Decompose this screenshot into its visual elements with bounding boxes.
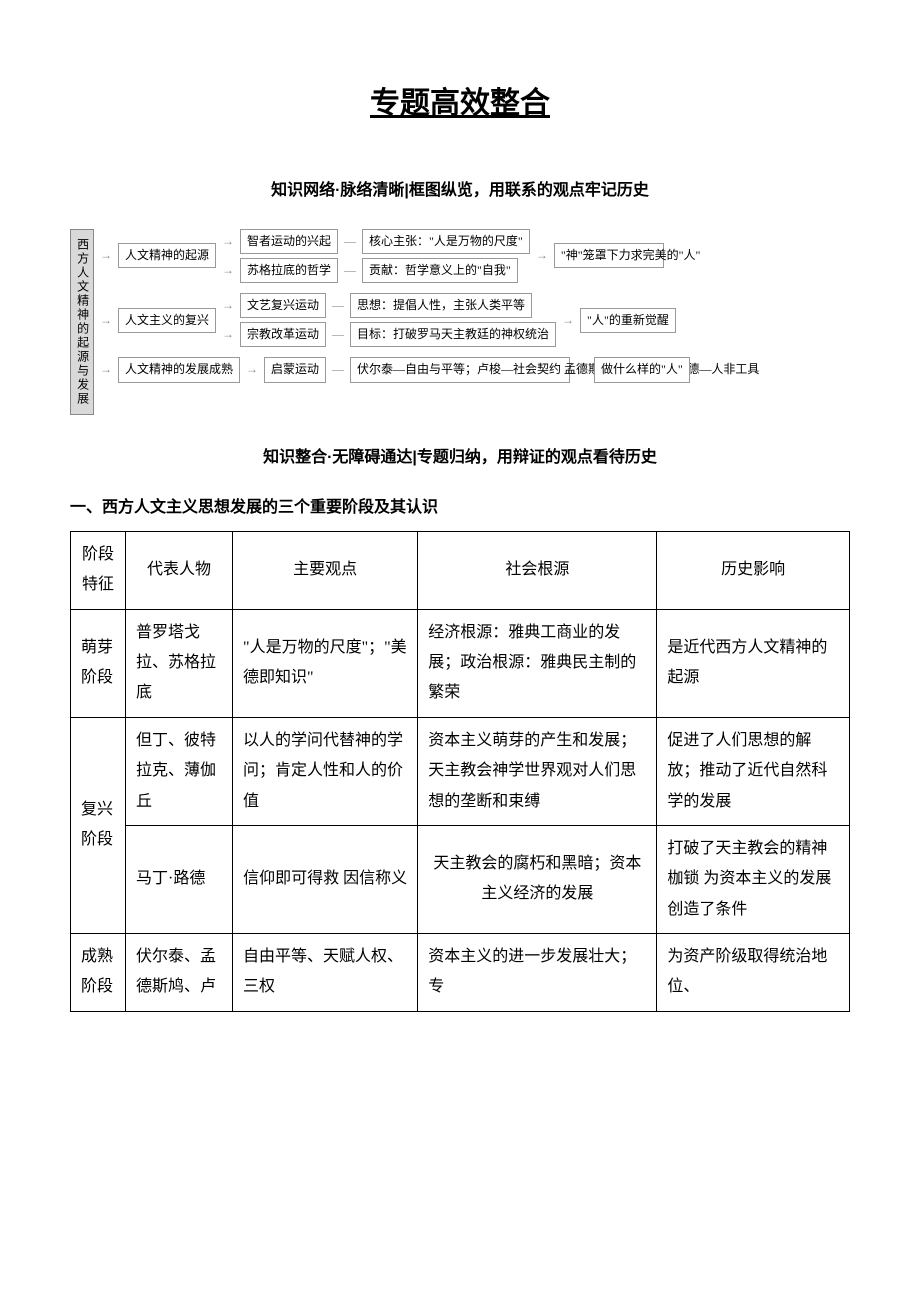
branch-label: 人文精神的发展成熟 bbox=[118, 357, 240, 382]
arrow-icon: — bbox=[332, 296, 344, 315]
branch-label: 人文精神的起源 bbox=[118, 243, 216, 268]
desc-label: 目标：打破罗马天主教廷的神权统治 bbox=[350, 322, 556, 347]
cell-impact: 打破了天主教会的精神枷锁 为资本主义的发展创造了条件 bbox=[657, 825, 850, 933]
right-label: "人"的重新觉醒 bbox=[580, 308, 676, 333]
branch-label: 人文主义的复兴 bbox=[118, 308, 216, 333]
cell-impact: 是近代西方人文精神的起源 bbox=[657, 609, 850, 717]
diagram-row: → 人文精神的起源 → 智者运动的兴起 — 核心主张："人是万物的尺度" → 苏… bbox=[100, 229, 850, 283]
mid-label: 启蒙运动 bbox=[264, 357, 326, 382]
mid-label: 宗教改革运动 bbox=[240, 322, 326, 347]
cell-roots: 资本主义的进一步发展壮大；专 bbox=[418, 934, 657, 1012]
cell-stage: 成熟阶段 bbox=[71, 934, 126, 1012]
table-row: 萌芽阶段 普罗塔戈拉、苏格拉底 "人是万物的尺度"；"美德即知识" 经济根源：雅… bbox=[71, 609, 850, 717]
table-header-row: 阶段特征 代表人物 主要观点 社会根源 历史影响 bbox=[71, 531, 850, 609]
arrow-icon: → bbox=[222, 261, 234, 280]
arrow-icon: — bbox=[332, 360, 344, 379]
table-row: 马丁·路德 信仰即可得救 因信称义 天主教会的腐朽和黑暗；资本主义经济的发展 打… bbox=[71, 825, 850, 933]
arrow-icon: → bbox=[562, 311, 574, 330]
cell-impact: 为资产阶级取得统治地位、 bbox=[657, 934, 850, 1012]
arrow-icon: → bbox=[246, 360, 258, 379]
cell-stage: 复兴阶段 bbox=[71, 717, 126, 933]
arrow-icon: → bbox=[222, 232, 234, 251]
arrow-icon: → bbox=[100, 360, 112, 379]
col-header: 历史影响 bbox=[657, 531, 850, 609]
stages-table: 阶段特征 代表人物 主要观点 社会根源 历史影响 萌芽阶段 普罗塔戈拉、苏格拉底… bbox=[70, 531, 850, 1012]
arrow-icon: — bbox=[344, 232, 356, 251]
cell-roots: 经济根源：雅典工商业的发展；政治根源：雅典民主制的繁荣 bbox=[418, 609, 657, 717]
cell-stage: 萌芽阶段 bbox=[71, 609, 126, 717]
arrow-icon: — bbox=[332, 325, 344, 344]
arrow-icon: → bbox=[222, 296, 234, 315]
arrow-icon: → bbox=[536, 246, 548, 265]
desc-label: 核心主张："人是万物的尺度" bbox=[362, 229, 530, 254]
right-label: "神"笼罩下力求完美的"人" bbox=[554, 243, 664, 268]
page-title: 专题高效整合 bbox=[70, 80, 850, 128]
cell-views: 以人的学问代替神的学问；肯定人性和人的价值 bbox=[233, 717, 418, 825]
diagram-row: → 人文主义的复兴 → 文艺复兴运动 — 思想：提倡人性，主张人类平等 → 宗教… bbox=[100, 293, 850, 347]
cell-impact: 促进了人们思想的解放；推动了近代自然科学的发展 bbox=[657, 717, 850, 825]
cell-views: 自由平等、天赋人权、三权 bbox=[233, 934, 418, 1012]
col-header: 主要观点 bbox=[233, 531, 418, 609]
arrow-icon: → bbox=[222, 325, 234, 344]
subtitle-2: 知识整合·无障碍通达|专题归纳，用辩证的观点看待历史 bbox=[70, 445, 850, 471]
cell-roots: 资本主义萌芽的产生和发展；天主教会神学世界观对人们思想的垄断和束缚 bbox=[418, 717, 657, 825]
desc-label: 贡献：哲学意义上的"自我" bbox=[362, 258, 518, 283]
arrow-icon: — bbox=[344, 261, 356, 280]
diagram-branches: → 人文精神的起源 → 智者运动的兴起 — 核心主张："人是万物的尺度" → 苏… bbox=[94, 229, 850, 415]
right-label: 做什么样的"人" bbox=[594, 357, 690, 382]
cell-people: 普罗塔戈拉、苏格拉底 bbox=[126, 609, 233, 717]
diagram-root: 西方人文精神的起源与发展 bbox=[70, 229, 94, 415]
diagram-row: → 人文精神的发展成熟 → 启蒙运动 — 伏尔泰—自由与平等；卢梭—社会契约 孟… bbox=[100, 357, 850, 382]
cell-roots: 天主教会的腐朽和黑暗；资本主义经济的发展 bbox=[418, 825, 657, 933]
mid-label: 智者运动的兴起 bbox=[240, 229, 338, 254]
mid-label: 文艺复兴运动 bbox=[240, 293, 326, 318]
subtitle-1: 知识网络·脉络清晰|框图纵览，用联系的观点牢记历史 bbox=[70, 178, 850, 204]
desc-label: 伏尔泰—自由与平等；卢梭—社会契约 孟德斯鸠—法的精神;康德—人非工具 bbox=[350, 357, 570, 382]
col-header: 阶段特征 bbox=[71, 531, 126, 609]
arrow-icon: → bbox=[100, 246, 112, 265]
mid-label: 苏格拉底的哲学 bbox=[240, 258, 338, 283]
section-heading: 一、西方人文主义思想发展的三个重要阶段及其认识 bbox=[70, 495, 850, 521]
col-header: 社会根源 bbox=[418, 531, 657, 609]
cell-views: 信仰即可得救 因信称义 bbox=[233, 825, 418, 933]
cell-views: "人是万物的尺度"；"美德即知识" bbox=[233, 609, 418, 717]
cell-people: 伏尔泰、孟德斯鸠、卢 bbox=[126, 934, 233, 1012]
table-row: 成熟阶段 伏尔泰、孟德斯鸠、卢 自由平等、天赋人权、三权 资本主义的进一步发展壮… bbox=[71, 934, 850, 1012]
table-row: 复兴阶段 但丁、彼特拉克、薄伽丘 以人的学问代替神的学问；肯定人性和人的价值 资… bbox=[71, 717, 850, 825]
arrow-icon: → bbox=[576, 360, 588, 379]
concept-diagram: 西方人文精神的起源与发展 → 人文精神的起源 → 智者运动的兴起 — 核心主张：… bbox=[70, 229, 850, 415]
cell-people: 但丁、彼特拉克、薄伽丘 bbox=[126, 717, 233, 825]
col-header: 代表人物 bbox=[126, 531, 233, 609]
desc-label: 思想：提倡人性，主张人类平等 bbox=[350, 293, 532, 318]
cell-people: 马丁·路德 bbox=[126, 825, 233, 933]
arrow-icon: → bbox=[100, 311, 112, 330]
